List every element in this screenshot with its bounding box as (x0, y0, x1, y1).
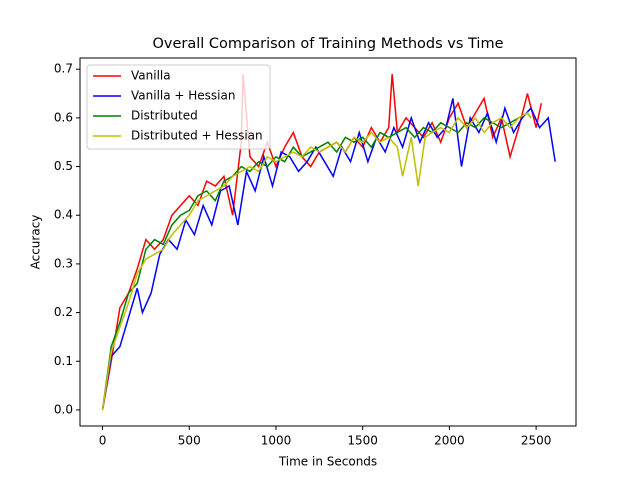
x-tick-label: 1500 (347, 434, 378, 448)
x-tick-label: 0 (99, 434, 107, 448)
x-tick-label: 2000 (434, 434, 465, 448)
chart-title: Overall Comparison of Training Methods v… (152, 36, 503, 52)
x-tick-label: 500 (178, 434, 201, 448)
legend-label: Distributed (131, 109, 198, 123)
plot-frame (79, 57, 577, 427)
x-tick-label: 2500 (521, 434, 552, 448)
series-line (101, 112, 532, 411)
y-tick-label: 0.4 (54, 208, 73, 222)
x-axis-label: Time in Seconds (278, 455, 377, 469)
y-tick-label: 0.2 (54, 305, 73, 319)
y-tick-label: 0.0 (54, 402, 73, 416)
y-tick-label: 0.1 (54, 354, 73, 368)
x-tick-label: 1000 (261, 434, 292, 448)
legend-label: Distributed + Hessian (131, 129, 263, 143)
legend-box (86, 64, 271, 150)
y-tick-label: 0.5 (54, 159, 73, 173)
y-axis-label: Accuracy (29, 215, 43, 270)
y-tick-label: 0.6 (54, 110, 73, 124)
series-line (101, 112, 532, 411)
y-tick-label: 0.3 (54, 256, 73, 270)
series-line (101, 98, 556, 411)
legend-label: Vanilla (131, 69, 171, 83)
y-tick-label: 0.7 (54, 62, 73, 76)
legend-label: Vanilla + Hessian (131, 89, 235, 103)
